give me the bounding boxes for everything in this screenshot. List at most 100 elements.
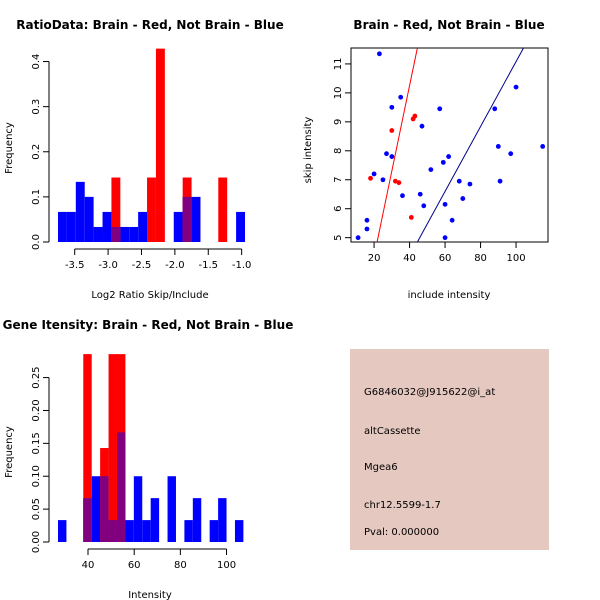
ratio-histogram-x-tick-label: -2.0 xyxy=(165,260,185,271)
scatter-point-brain xyxy=(368,175,373,181)
scatter-point-not-brain xyxy=(400,193,405,199)
intensity-histogram-y-tick-label: 0.05 xyxy=(31,498,42,520)
intensity-histogram-bar-not-brain xyxy=(150,498,160,542)
ratio-histogram-panel: RatioData: Brain - Red, Not Brain - Blue… xyxy=(4,18,284,301)
intensity-histogram-panel: Gene Itensity: Brain - Red, Not Brain - … xyxy=(3,318,294,600)
ratio-histogram-axes: -3.5 -3.0 -2.5 -2.0 -1.5 -1.0 0.0 0.1 0.2 0.3 0.4 xyxy=(31,54,251,271)
brain-fit-line xyxy=(376,47,418,243)
ratio-histogram-bar-brain xyxy=(111,177,121,242)
scatter-point-not-brain xyxy=(492,106,498,112)
intensity-histogram-title: Gene Itensity: Brain - Red, Not Brain - … xyxy=(3,318,294,332)
ratio-histogram-x-tick-label: -3.0 xyxy=(98,260,118,271)
ratio-histogram-y-tick-label: 0.2 xyxy=(31,144,42,160)
intensity-histogram-bar-not-brain xyxy=(167,476,176,542)
probe-id: G6846032@J915622@i_at xyxy=(364,387,495,398)
scatter-point-not-brain xyxy=(467,181,473,187)
scatter-point-not-brain xyxy=(389,104,395,110)
gene-name: Mgea6 xyxy=(364,462,398,473)
intensity-histogram-x-tick-label: 40 xyxy=(82,560,95,571)
ratio-histogram-x-tick-label: -1.5 xyxy=(199,260,219,271)
ratio-histogram-bar-not-brain xyxy=(191,196,201,242)
ratio-histogram-bars xyxy=(58,48,245,243)
intensity-histogram-y-tick-label: 0.10 xyxy=(31,465,42,487)
intensity-histogram-ylabel: Frequency xyxy=(4,426,15,478)
scatter-point-not-brain xyxy=(421,203,427,209)
scatter-point-brain xyxy=(396,180,402,186)
ratio-histogram-bar-brain xyxy=(218,177,228,242)
intensity-histogram-bar-not-brain xyxy=(125,520,134,542)
ratio-histogram-title: RatioData: Brain - Red, Not Brain - Blue xyxy=(16,18,283,32)
scatter-point-not-brain xyxy=(389,154,395,159)
intensity-histogram-bar-overlap xyxy=(116,432,126,542)
scatter-y-tick-label: 11 xyxy=(333,58,344,71)
scatter-point-not-brain xyxy=(440,159,446,165)
info-panel-background xyxy=(350,349,549,550)
scatter-point-not-brain xyxy=(364,217,370,223)
intensity-histogram-bar-brain xyxy=(108,354,117,542)
scatter-point-not-brain xyxy=(437,106,443,112)
scatter-y-tick-label: 7 xyxy=(333,177,344,183)
scatter-point-not-brain xyxy=(449,217,455,223)
scatter-point-not-brain xyxy=(446,154,452,159)
ratio-histogram-bar-not-brain xyxy=(84,196,94,242)
ratio-histogram-x-tick-label: -3.5 xyxy=(65,260,85,271)
ratio-histogram-bar-not-brain xyxy=(173,211,183,242)
scatter-y-tick-label: 9 xyxy=(333,119,344,125)
ratio-histogram-bar-overlap xyxy=(182,196,192,242)
scatter-y-tick-label: 10 xyxy=(333,87,344,100)
ratio-histogram-bar-overlap xyxy=(111,226,121,242)
ratio-histogram-y-tick-label: 0.0 xyxy=(31,234,42,250)
intensity-histogram-bars xyxy=(58,354,244,542)
intensity-histogram-x-tick-label: 80 xyxy=(174,560,187,571)
scatter-point-not-brain xyxy=(428,167,434,173)
scatter-x-tick-label: 20 xyxy=(368,253,381,264)
scatter-x-tick-label: 60 xyxy=(439,253,452,264)
ratio-histogram-x-tick-label: -1.0 xyxy=(232,260,252,271)
scatter-point-brain xyxy=(412,113,418,119)
scatter-points xyxy=(355,51,546,241)
intensity-histogram-axes: 40 60 80 100 0.00 0.05 0.10 0.15 0.20 0.25 xyxy=(31,366,236,571)
intensity-histogram-bar-not-brain xyxy=(91,476,101,542)
scatter-point-brain xyxy=(389,128,395,133)
scatter-axes: 20 40 60 80 100 5 6 7 8 9 10 11 xyxy=(333,58,526,264)
intensity-histogram-y-tick-label: 0.25 xyxy=(31,366,42,388)
ratio-histogram-y-tick-label: 0.4 xyxy=(31,54,42,70)
intensity-histogram-bar-overlap xyxy=(108,520,117,542)
ratio-histogram-x-tick-label: -2.5 xyxy=(132,260,152,271)
scatter-point-not-brain xyxy=(495,144,501,149)
ratio-histogram-bar-not-brain xyxy=(66,211,76,242)
ratio-histogram-y-tick-label: 0.1 xyxy=(31,189,42,205)
ratio-histogram-bar-not-brain xyxy=(75,181,85,242)
intensity-histogram-bar-overlap xyxy=(83,498,92,542)
scatter-point-not-brain xyxy=(513,84,519,90)
scatter-ylabel: skip intensity xyxy=(303,117,314,184)
intensity-histogram-y-tick-label: 0.15 xyxy=(31,432,42,454)
intensity-histogram-bar-not-brain xyxy=(209,520,219,542)
ratio-histogram-bar-not-brain xyxy=(58,211,67,242)
scatter-x-tick-label: 80 xyxy=(474,253,487,264)
scatter-title: Brain - Red, Not Brain - Blue xyxy=(353,18,544,32)
scatter-point-not-brain xyxy=(417,191,423,197)
intensity-histogram-y-tick-label: 0.20 xyxy=(31,399,42,421)
scatter-x-tick-label: 40 xyxy=(403,253,416,264)
scatter-point-not-brain xyxy=(376,51,382,57)
intensity-scatter-panel: Brain - Red, Not Brain - Blue 20 40 60 80 10… xyxy=(303,18,549,301)
intensity-histogram-bar-not-brain xyxy=(234,520,244,542)
event-type: altCassette xyxy=(364,426,421,437)
scatter-point-not-brain xyxy=(442,201,448,207)
scatter-point-not-brain xyxy=(380,177,386,183)
scatter-point-not-brain xyxy=(540,144,546,149)
intensity-histogram-bar-not-brain xyxy=(192,498,202,542)
scatter-point-not-brain xyxy=(419,123,425,129)
not-brain-fit-line xyxy=(416,47,524,243)
ratio-histogram-y-tick-label: 0.3 xyxy=(31,99,42,115)
intensity-histogram-bar-not-brain xyxy=(218,498,227,542)
ratio-histogram-bar-not-brain xyxy=(93,226,103,242)
scatter-point-not-brain xyxy=(355,235,361,241)
ratio-histogram-bar-brain xyxy=(155,48,165,243)
scatter-point-not-brain xyxy=(371,171,377,177)
scatter-point-not-brain xyxy=(442,235,448,241)
intensity-histogram-bar-not-brain xyxy=(142,520,151,542)
ratio-histogram-bar-brain xyxy=(147,177,156,242)
scatter-plot-box xyxy=(350,47,549,243)
